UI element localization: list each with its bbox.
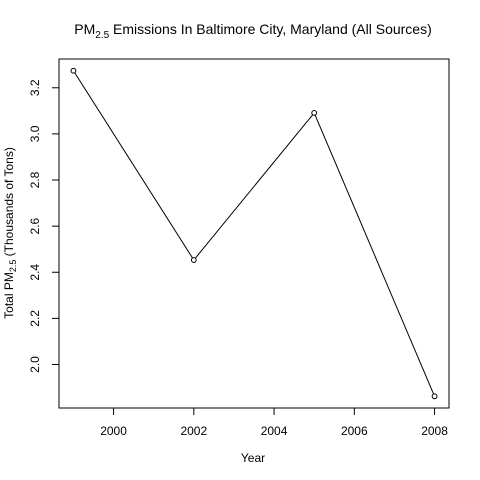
x-tick-label: 2008 [421, 424, 448, 438]
x-tick-label: 2002 [180, 424, 207, 438]
series [71, 68, 437, 398]
y-axis-label-suffix: (Thousands of Tons) [2, 147, 16, 260]
data-point [312, 111, 317, 116]
x-axis: 2000 2002 2004 2006 2008 [100, 408, 448, 438]
x-axis-label: Year [241, 451, 265, 465]
x-tick-label: 2006 [341, 424, 368, 438]
series-line [73, 71, 434, 397]
y-tick-label: 2.0 [28, 356, 42, 373]
data-point [71, 68, 76, 73]
y-tick-label: 2.8 [28, 171, 42, 188]
y-axis: 2.0 2.2 2.4 2.6 2.8 3.0 3.2 [28, 79, 59, 373]
x-tick-label: 2004 [261, 424, 288, 438]
y-axis-label-subscript: 2.5 [8, 260, 18, 273]
y-tick-label: 2.4 [28, 264, 42, 281]
data-point [191, 258, 196, 263]
y-axis-label: Total PM2.5 (Thousands of Tons) [2, 147, 18, 319]
y-tick-label: 2.6 [28, 217, 42, 234]
y-tick-label: 3.2 [28, 79, 42, 96]
plot-frame [59, 59, 449, 408]
data-point [432, 394, 437, 399]
y-tick-label: 2.2 [28, 310, 42, 327]
chart-title: PM2.5 Emissions In Baltimore City, Maryl… [74, 21, 432, 41]
chart-title-prefix: PM [74, 21, 95, 37]
chart-title-subscript: 2.5 [95, 30, 109, 41]
y-tick-label: 3.0 [28, 125, 42, 142]
chart-title-suffix: Emissions In Baltimore City, Maryland (A… [109, 21, 432, 37]
x-tick-label: 2000 [100, 424, 127, 438]
y-axis-label-prefix: Total PM [2, 272, 16, 319]
